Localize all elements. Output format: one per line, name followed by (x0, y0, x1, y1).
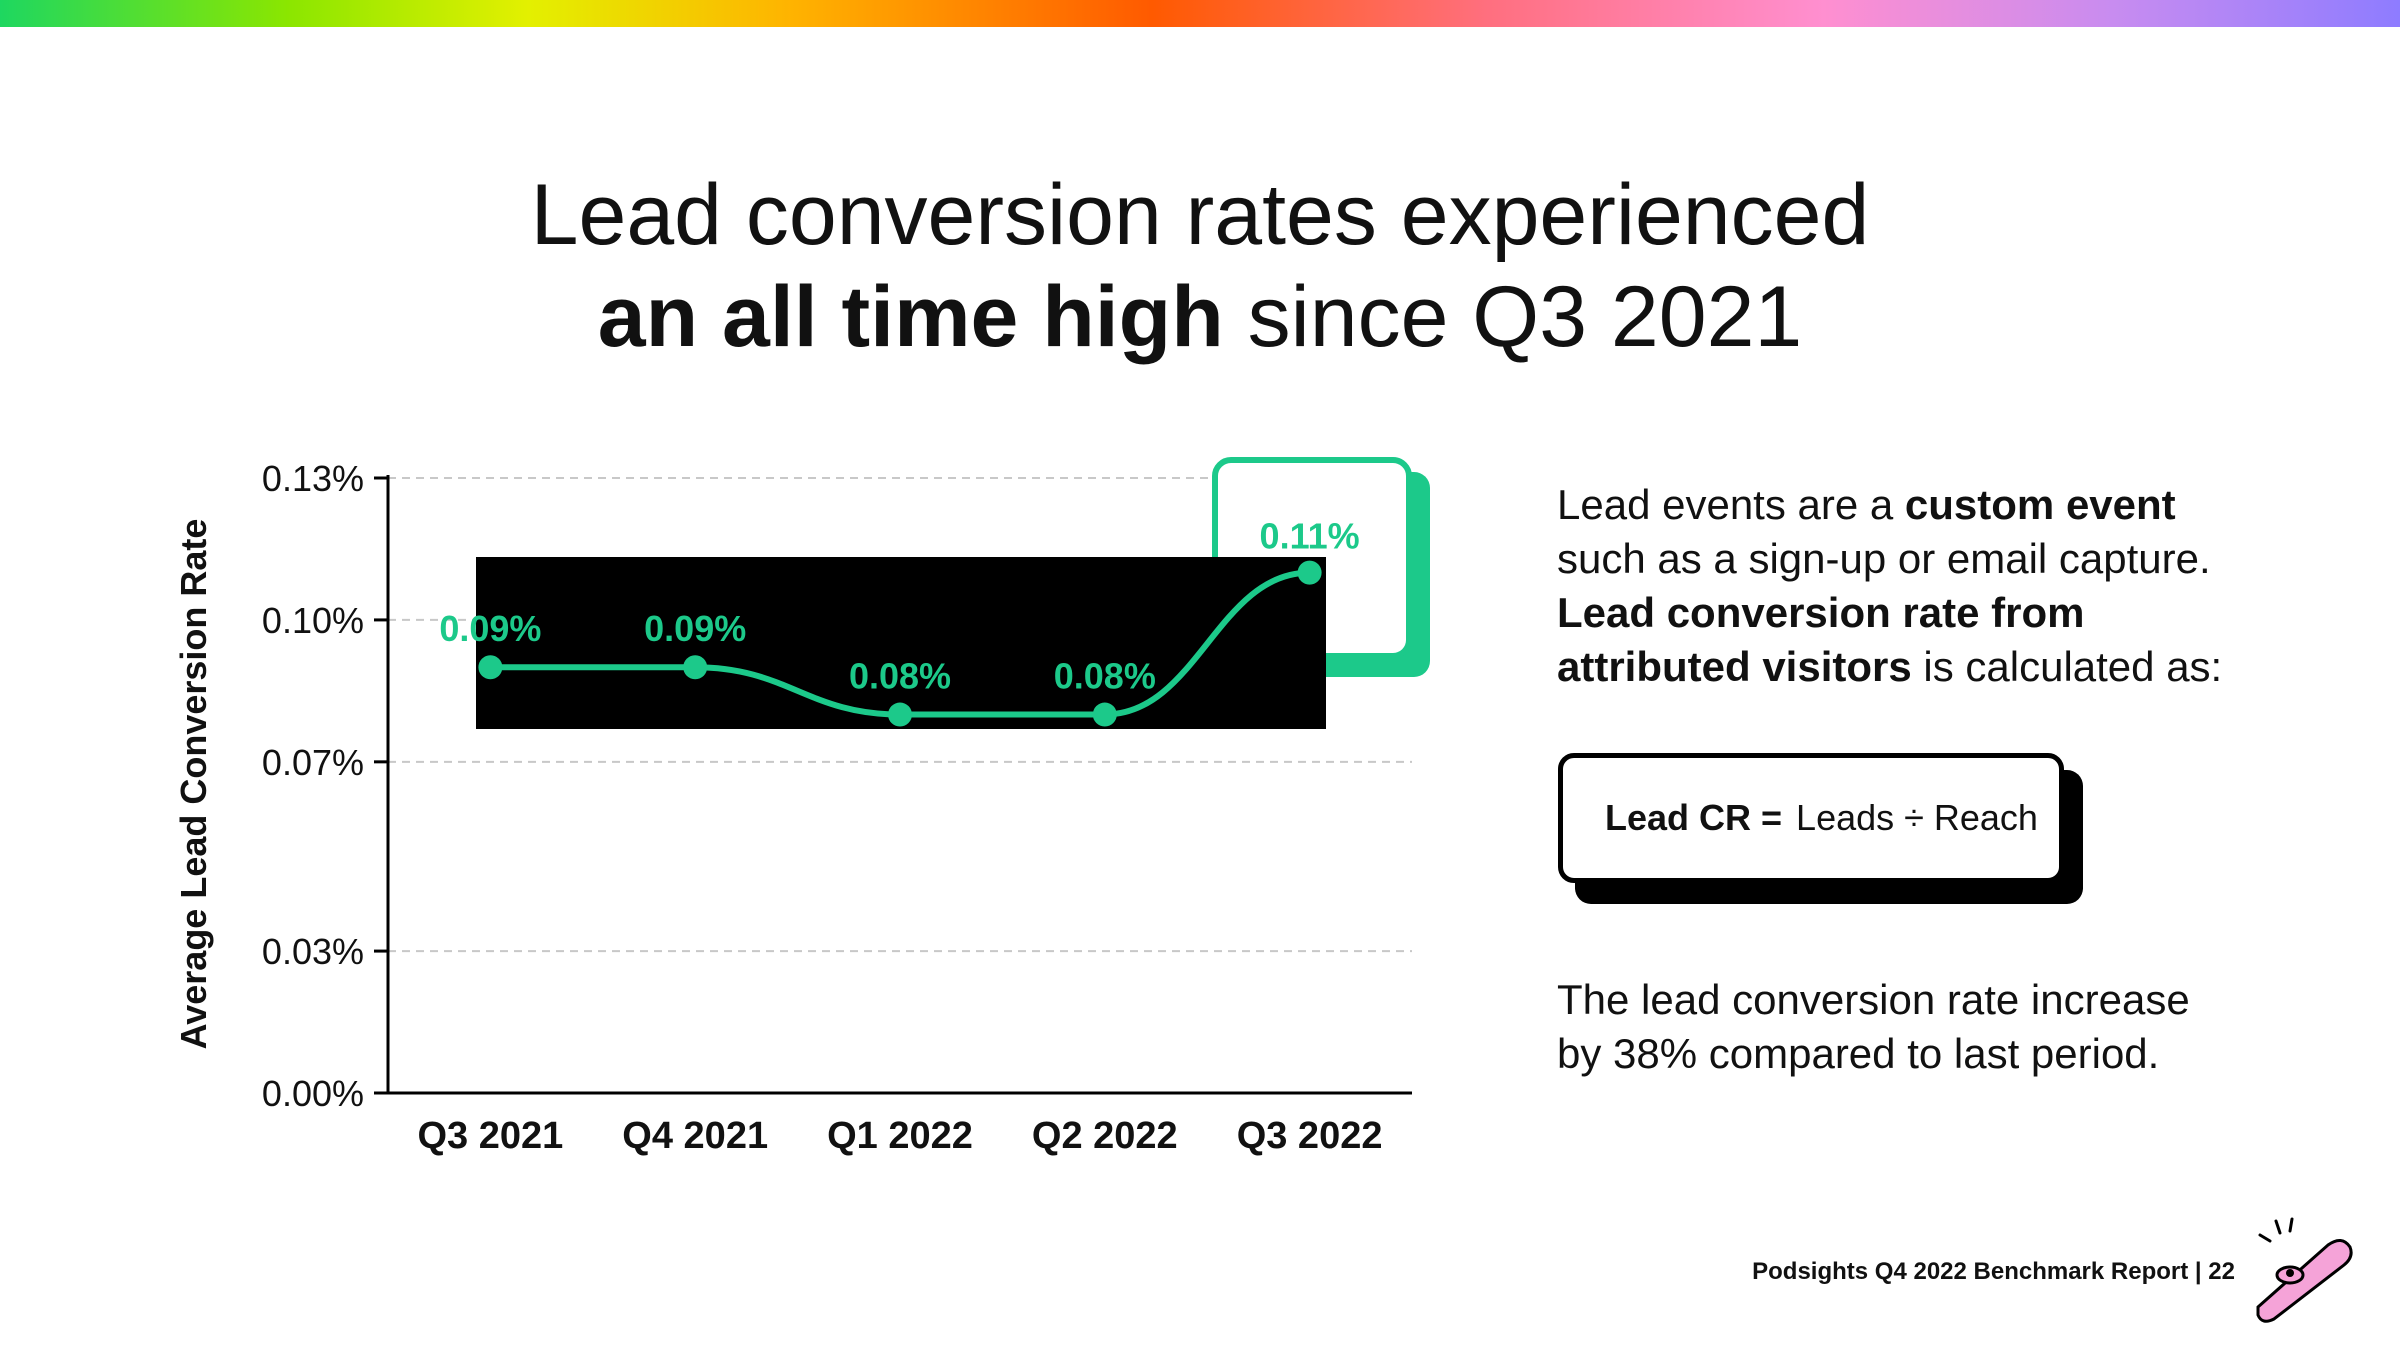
points-group: 0.09% 0.09% 0.08% 0.08% 0.11% (439, 516, 1360, 727)
data-point (888, 702, 912, 727)
formula-label: Lead CR = (1605, 797, 1783, 838)
x-label-group: Q3 2021 Q4 2021 Q1 2022 Q2 2022 Q3 2022 (418, 1115, 1383, 1157)
y-tick-group: 0.00% 0.03% 0.07% 0.10% 0.13% (262, 458, 388, 1114)
data-label: 0.08% (1054, 656, 1156, 697)
data-point (1092, 702, 1117, 727)
x-tick-label: Q4 2021 (622, 1115, 768, 1157)
y-tick-label: 0.13% (262, 458, 364, 499)
data-point (683, 655, 708, 680)
pen-icon (2256, 1217, 2353, 1323)
title-line-1: Lead conversion rates experienced (530, 167, 1870, 263)
data-label: 0.11% (1260, 516, 1360, 557)
description-block: Lead events are a custom event such as a… (1557, 478, 2222, 694)
y-tick-label: 0.03% (262, 931, 364, 972)
y-tick-label: 0.00% (262, 1073, 364, 1114)
increase-text: The lead conversion rate increase by 38%… (1557, 973, 2190, 1081)
formula-box: Lead CR = Leads ÷ Reach (1558, 753, 2064, 883)
increase-line-2: by 38% compared to last period. (1557, 1030, 2160, 1077)
desc-line-4: attributed visitors is calculated as: (1557, 643, 2223, 690)
data-label: 0.09% (644, 608, 746, 649)
desc-line-1: Lead events are a custom event (1557, 481, 2176, 528)
desc-line-2: such as a sign-up or email capture. (1557, 535, 2211, 582)
black-band (476, 557, 1326, 729)
line-chart: 0.00% 0.03% 0.07% 0.10% 0.13% 0.09% 0.09% 0.08… (173, 457, 1430, 1157)
footer-text: Podsights Q4 2022 Benchmark Report | 22 (1752, 1258, 2235, 1285)
rainbow-top-bar (0, 0, 2400, 27)
slide-title: Lead conversion rates experienced an all… (0, 164, 2400, 368)
data-label: 0.08% (849, 656, 951, 697)
data-point (1297, 560, 1322, 585)
title-bold: an all time high (597, 269, 1224, 365)
title-rest: since Q3 2021 (1223, 269, 1803, 365)
y-axis-label: Average Lead Conversion Rate (173, 519, 214, 1050)
x-tick-label: Q2 2022 (1032, 1115, 1178, 1157)
x-tick-label: Q3 2022 (1237, 1115, 1383, 1157)
data-label: 0.09% (439, 608, 541, 649)
y-tick-label: 0.10% (262, 600, 364, 641)
y-tick-label: 0.07% (262, 742, 364, 783)
title-line-2: an all time high since Q3 2021 (0, 266, 2400, 368)
increase-line-1: The lead conversion rate increase (1557, 976, 2190, 1023)
desc-line-3: Lead conversion rate from (1557, 589, 2085, 636)
data-point (478, 655, 503, 680)
x-tick-label: Q1 2022 (827, 1115, 973, 1157)
formula-expression: Leads ÷ Reach (1796, 797, 2038, 838)
x-tick-label: Q3 2021 (418, 1115, 564, 1157)
